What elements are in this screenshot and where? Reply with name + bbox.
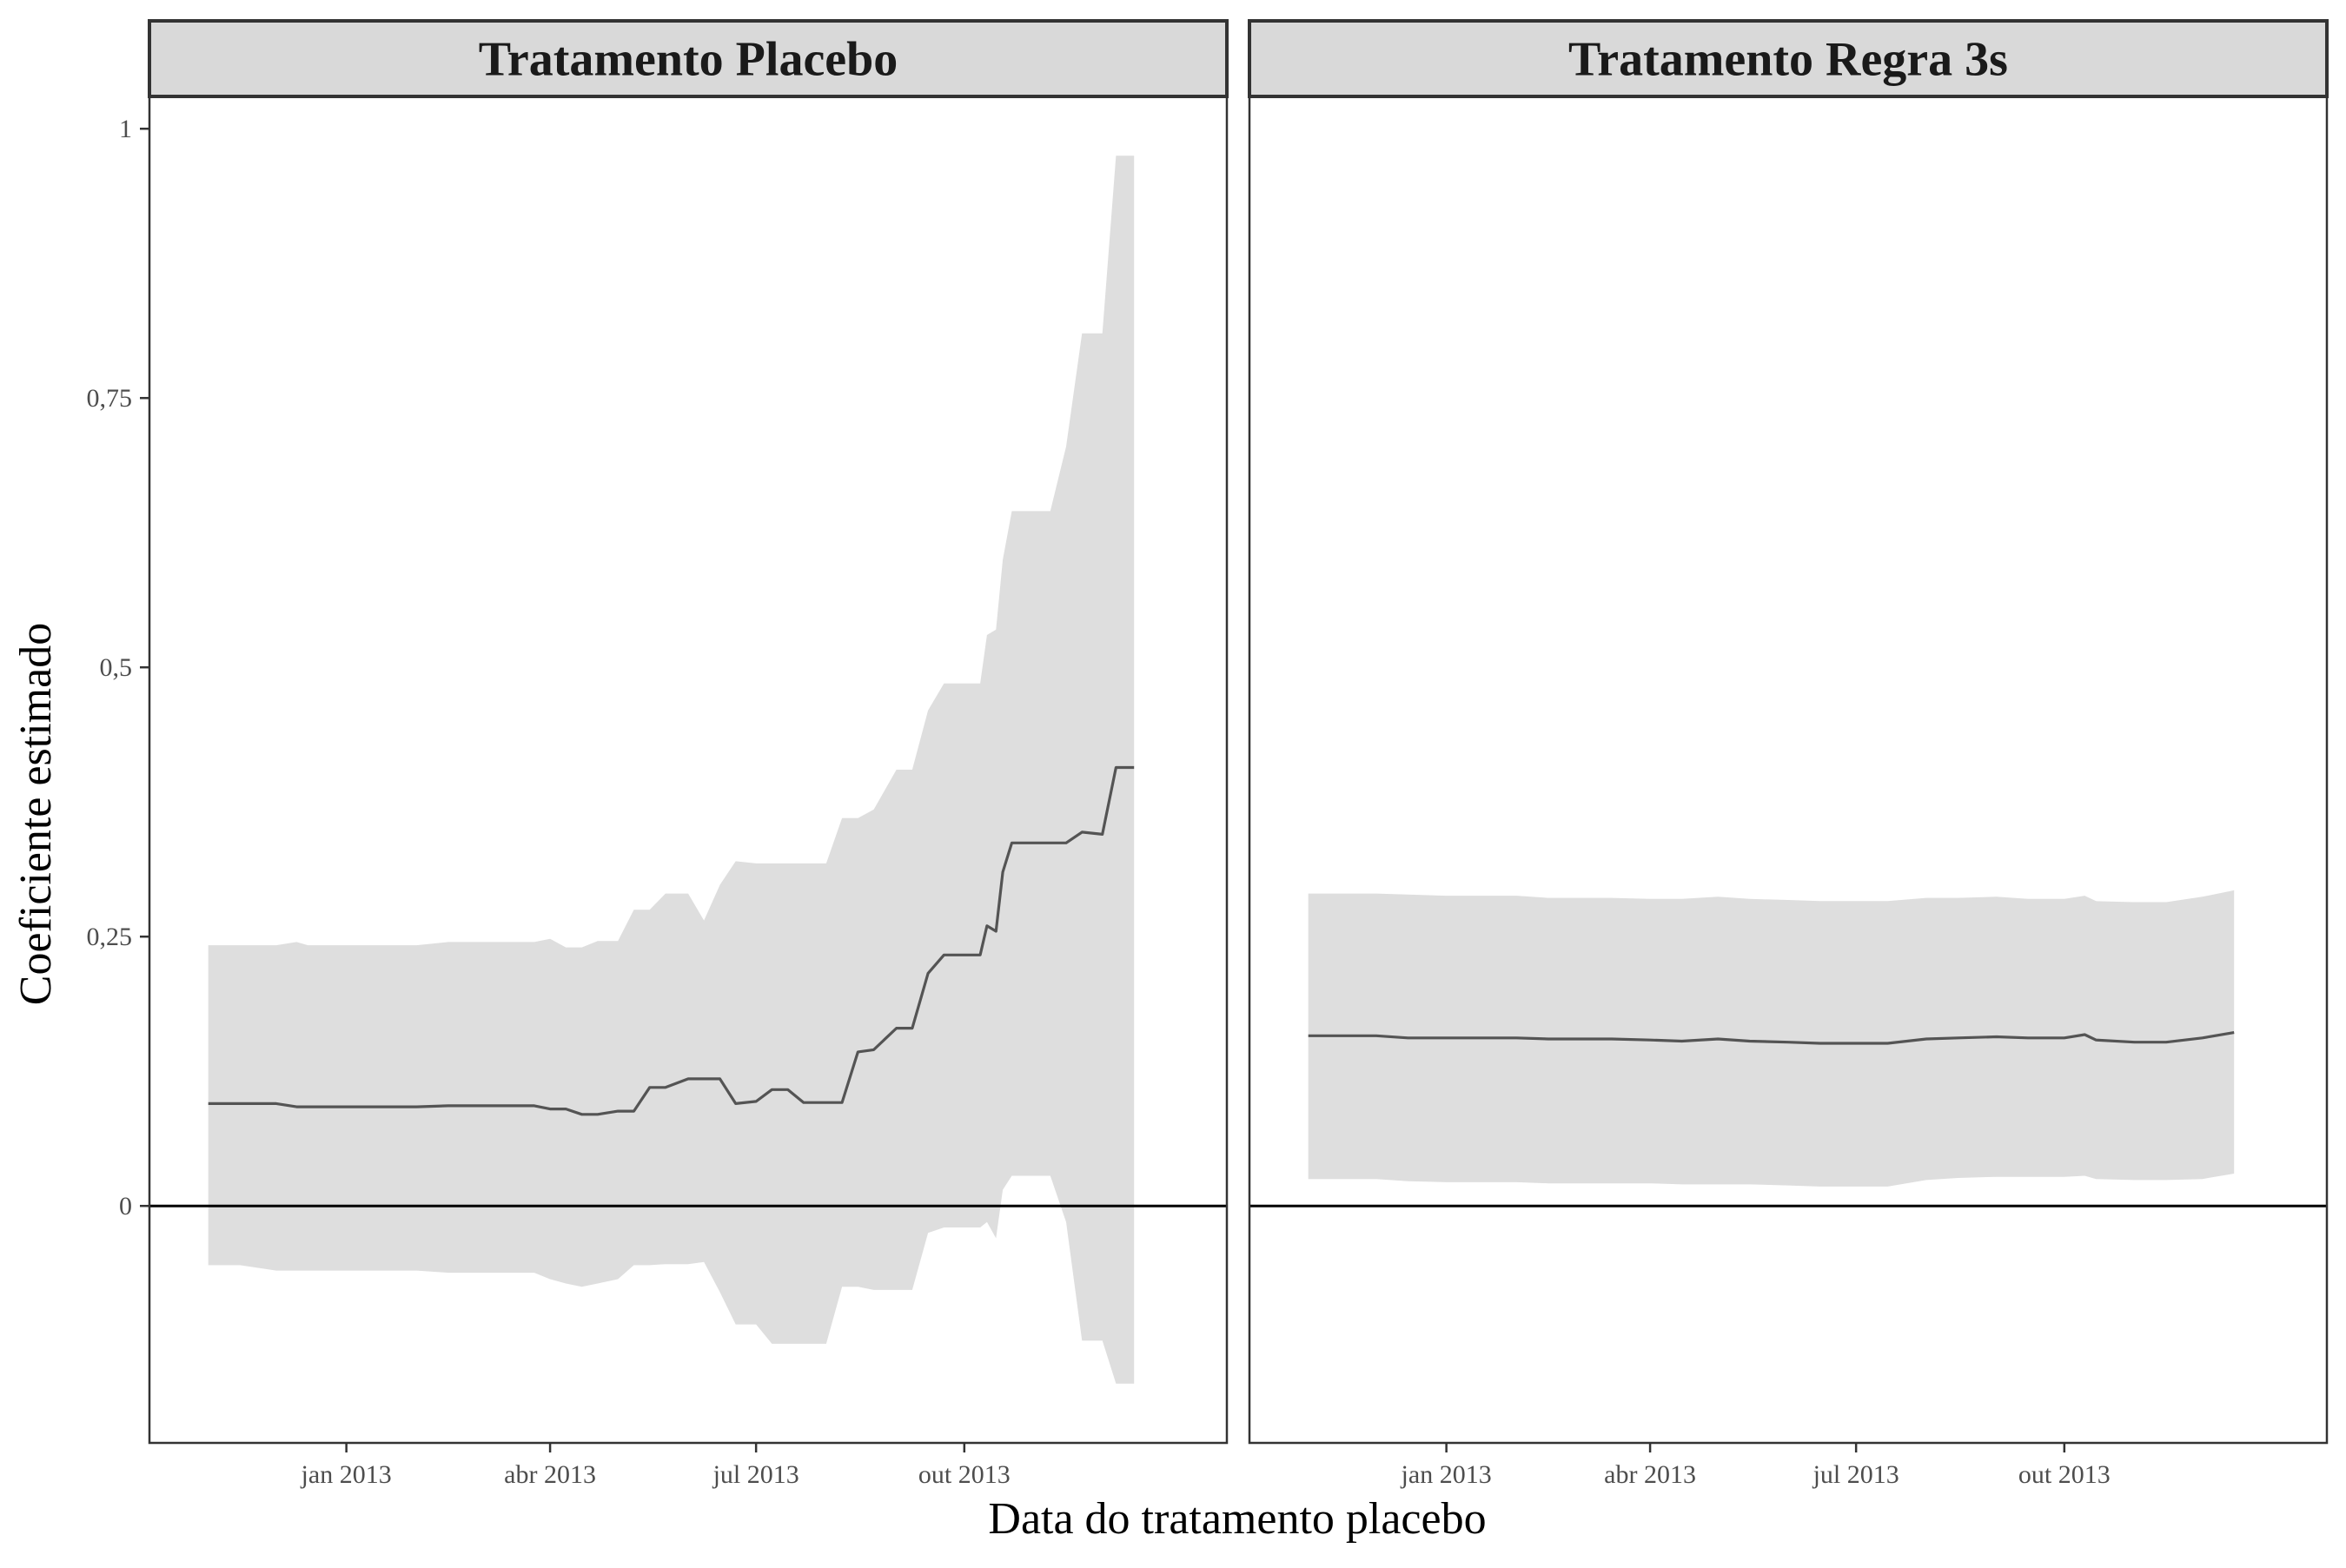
x-tick-label: out 2013 <box>2018 1460 2111 1489</box>
plot-background <box>1249 96 2327 1443</box>
x-tick-label: jul 2013 <box>1813 1460 1899 1489</box>
facet-panel: Tratamento Regra 3s jan 2013 abr 2013 jul 2… <box>1248 19 2329 1489</box>
y-tick-label: 0,5 <box>100 653 133 682</box>
estimate-line <box>208 765 1135 1116</box>
estimate-line <box>1308 1031 2235 1045</box>
x-tick-label: abr 2013 <box>1604 1460 1696 1489</box>
confidence-ribbon <box>208 155 1135 1384</box>
facet-strip <box>1248 19 2329 98</box>
y-axis-title: Coeficiente estimado <box>11 623 61 1005</box>
confidence-ribbon <box>1308 890 2235 1187</box>
x-tick-label: jul 2013 <box>712 1460 799 1489</box>
x-tick-label: abr 2013 <box>504 1460 596 1489</box>
x-tick-label: jan 2013 <box>1401 1460 1492 1489</box>
y-tick-label: 0,75 <box>87 384 133 413</box>
x-tick-label: out 2013 <box>918 1460 1011 1489</box>
x-tick-label: jan 2013 <box>301 1460 392 1489</box>
facet-panels: Tratamento Placebo jan 2013 abr 2013 jul 20… <box>87 19 2329 1489</box>
facet-panel: Tratamento Placebo jan 2013 abr 2013 jul 20… <box>87 19 1229 1489</box>
y-tick-label: 1 <box>119 115 132 143</box>
x-axis-title: Data do tratamento placebo <box>988 1494 1486 1544</box>
facet-strip <box>148 19 1229 98</box>
y-tick-label: 0 <box>119 1192 132 1221</box>
facet-strip-title: Tratamento Regra 3s <box>1568 33 2008 87</box>
y-tick-label: 0,25 <box>87 923 133 951</box>
facet-strip-title: Tratamento Placebo <box>479 33 898 87</box>
